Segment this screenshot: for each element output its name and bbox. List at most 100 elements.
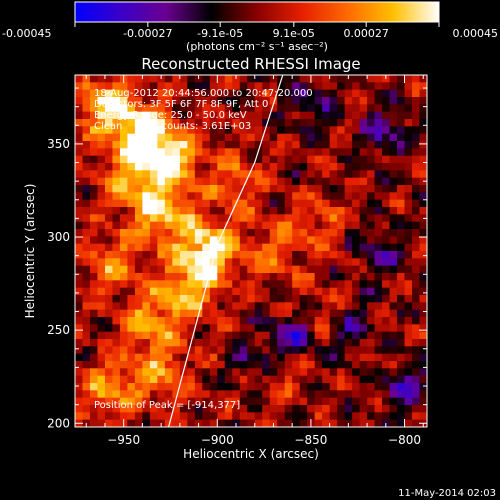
heatmap-pixel	[202, 207, 211, 215]
heatmap-pixel	[269, 368, 278, 377]
heatmap-pixel	[179, 309, 188, 318]
heatmap-pixel	[232, 126, 241, 135]
heatmap-pixel	[284, 302, 293, 311]
heatmap-pixel	[232, 280, 241, 289]
heatmap-pixel	[149, 214, 158, 223]
heatmap-pixel	[404, 177, 413, 186]
heatmap-pixel	[142, 126, 151, 135]
heatmap-pixel	[164, 214, 173, 223]
heatmap-pixel	[142, 148, 151, 157]
heatmap-pixel	[179, 163, 188, 171]
heatmap-pixel	[397, 192, 405, 201]
heatmap-pixel	[232, 339, 241, 347]
heatmap-pixel	[112, 368, 121, 377]
heatmap-pixel	[322, 309, 331, 318]
heatmap-pixel	[75, 397, 83, 406]
heatmap-pixel	[307, 324, 316, 333]
heatmap-pixel	[382, 302, 390, 311]
heatmap-pixel	[329, 251, 338, 259]
heatmap-pixel	[277, 368, 286, 377]
heatmap-pixel	[82, 111, 91, 120]
heatmap-pixel	[262, 229, 271, 237]
heatmap-pixel	[157, 287, 166, 296]
heatmap-pixel	[352, 346, 360, 355]
heatmap-pixel	[352, 302, 360, 311]
heatmap-pixel	[194, 331, 203, 340]
heatmap-pixel	[187, 155, 196, 164]
heatmap-pixel	[359, 339, 368, 347]
heatmap-pixel	[344, 397, 353, 406]
heatmap-pixel	[224, 104, 233, 113]
heatmap-pixel	[344, 280, 353, 289]
heatmap-pixel	[75, 375, 83, 384]
heatmap-pixel	[239, 258, 248, 267]
heatmap-pixel	[367, 111, 375, 120]
heatmap-pixel	[397, 163, 405, 171]
heatmap-pixel	[412, 236, 420, 245]
heatmap-pixel	[269, 412, 278, 421]
heatmap-pixel	[419, 148, 427, 157]
heatmap-pixel	[157, 397, 166, 406]
solar-limb-line	[168, 75, 284, 427]
heatmap-pixel	[75, 75, 83, 83]
heatmap-pixel	[284, 148, 293, 157]
heatmap-pixel	[157, 302, 166, 311]
heatmap-pixel	[419, 133, 427, 142]
heatmap-pixel	[382, 185, 390, 193]
heatmap-pixel	[269, 287, 278, 296]
heatmap-pixel	[277, 375, 286, 384]
heatmap-pixel	[194, 339, 203, 347]
heatmap-pixel	[397, 280, 405, 289]
heatmap-pixel	[337, 126, 346, 135]
heatmap-pixel	[314, 324, 323, 333]
heatmap-pixel	[367, 97, 375, 105]
heatmap-pixel	[179, 170, 188, 179]
heatmap-pixel	[224, 397, 233, 406]
heatmap-pixel	[97, 265, 106, 274]
heatmap-pixel	[127, 302, 136, 311]
heatmap-pixel	[397, 207, 405, 215]
heatmap-pixel	[247, 412, 256, 421]
heatmap-pixel	[142, 229, 151, 237]
heatmap-pixel	[82, 390, 91, 399]
heatmap-pixel	[119, 390, 128, 399]
heatmap-pixel	[412, 155, 420, 164]
heatmap-pixel	[389, 324, 398, 333]
heatmap-pixel	[187, 317, 196, 325]
heatmap-pixel	[224, 89, 233, 98]
heatmap-pixel	[172, 273, 181, 281]
heatmap-pixel	[344, 361, 353, 369]
heatmap-pixel	[374, 302, 383, 311]
heatmap-pixel	[149, 412, 158, 421]
heatmap-pixel	[224, 405, 233, 413]
heatmap-pixel	[382, 405, 390, 413]
heatmap-pixel	[284, 361, 293, 369]
heatmap-pixel	[337, 280, 346, 289]
heatmap-pixel	[247, 177, 256, 186]
heatmap-pixel	[127, 207, 136, 215]
heatmap-pixel	[187, 361, 196, 369]
heatmap-pixel	[134, 75, 143, 83]
heatmap-pixel	[397, 170, 405, 179]
heatmap-pixel	[277, 97, 286, 105]
heatmap-pixel	[119, 207, 128, 215]
heatmap-pixel	[299, 89, 308, 98]
heatmap-pixel	[127, 419, 136, 427]
heatmap-pixel	[119, 346, 128, 355]
x-tick-label: −950	[107, 433, 140, 447]
x-axis-label: Heliocentric X (arcsec)	[183, 447, 319, 461]
heatmap-pixel	[134, 192, 143, 201]
heatmap-pixel	[112, 280, 121, 289]
heatmap-pixel	[247, 192, 256, 201]
heatmap-pixel	[359, 375, 368, 384]
heatmap-pixel	[75, 221, 83, 230]
heatmap-pixel	[97, 346, 106, 355]
heatmap-pixel	[89, 383, 98, 391]
heatmap-pixel	[112, 243, 121, 252]
heatmap-pixel	[412, 287, 420, 296]
heatmap-pixel	[89, 397, 98, 406]
heatmap-pixel	[157, 273, 166, 281]
heatmap-pixel	[292, 141, 301, 149]
heatmap-pixel	[104, 141, 113, 149]
heatmap-pixel	[187, 119, 196, 127]
